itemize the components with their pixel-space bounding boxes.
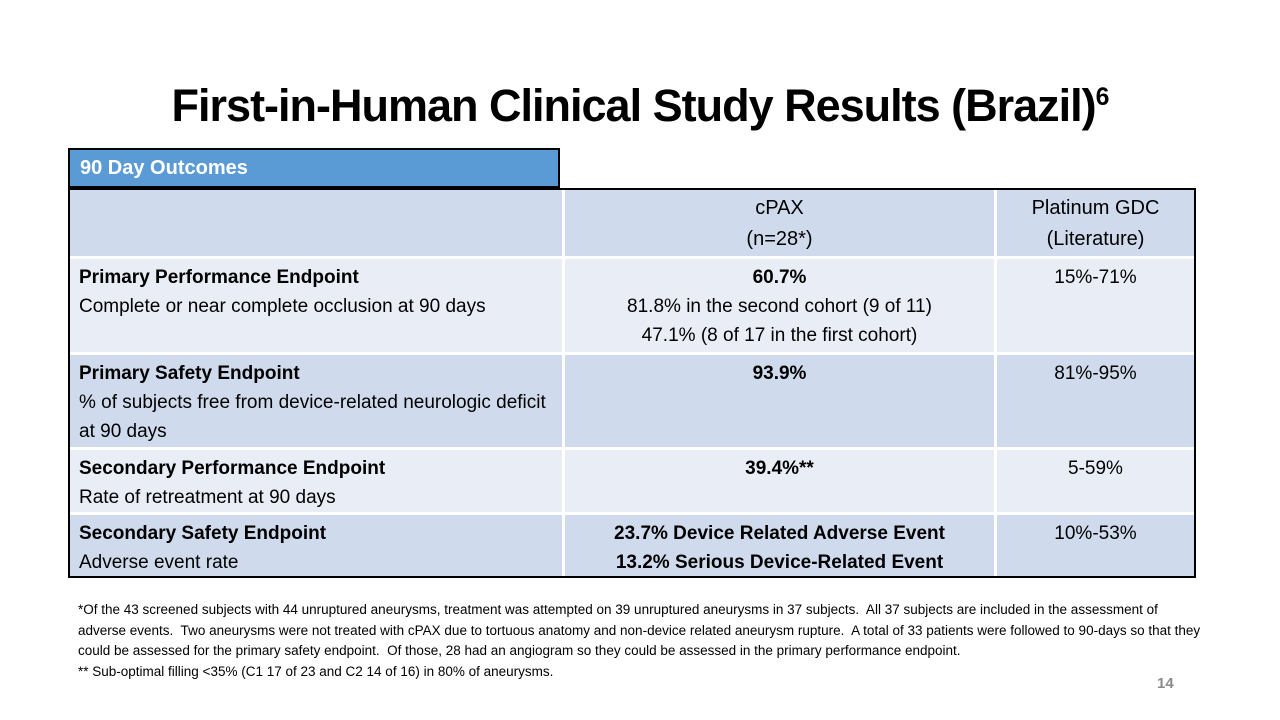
gdc-result-cell-primary-performance: 15%-71% [997,259,1194,352]
gdc-result-cell-secondary-performance: 5-59% [997,450,1194,512]
header-gdc-line1: Platinum GDC [1031,197,1160,219]
cpax-result-line2: 13.2% Serious Device-Related Event [615,552,944,573]
cpax-result-cell-primary-performance: 60.7% 81.8% in the second cohort (9 of 1… [565,259,994,352]
endpoint-cell-primary-safety: Primary Safety Endpoint % of subjects fr… [70,355,562,447]
cpax-result-detail: 47.1% (8 of 17 in the first cohort) [641,325,918,346]
endpoint-description: Rate of retreatment at 90 days [79,487,336,508]
endpoint-cell-secondary-safety: Secondary Safety Endpoint Adverse event … [70,515,562,576]
section-header-90-day-outcomes: 90 Day Outcomes [68,148,560,188]
endpoint-description: Adverse event rate [79,552,239,573]
header-cpax-line1: cPAX [755,197,804,219]
slide-title: First-in-Human Clinical Study Results (B… [0,80,1280,132]
gdc-result-cell-primary-safety: 81%-95% [997,355,1194,447]
slide-title-text: First-in-Human Clinical Study Results (B… [171,80,1097,131]
endpoint-cell-secondary-performance: Secondary Performance Endpoint Rate of r… [70,450,562,512]
endpoint-title: Primary Safety Endpoint [79,363,300,384]
endpoint-title: Primary Performance Endpoint [79,267,359,288]
gdc-result: 5-59% [1068,458,1123,479]
gdc-result: 15%-71% [1054,267,1137,288]
header-cpax-line2: (n=28*) [746,228,813,250]
cpax-result: 39.4%** [745,458,814,479]
cpax-result-cell-secondary-performance: 39.4%** [565,450,994,512]
header-cell-cpax: cPAX (n=28*) [565,190,994,256]
cpax-result: 60.7% [752,267,807,288]
footnote-double-asterisk: ** Sub-optimal filling <35% (C1 17 of 23… [78,663,554,679]
footnotes: *Of the 43 screened subjects with 44 unr… [78,600,1204,682]
header-gdc-line2: (Literature) [1046,228,1145,250]
endpoint-cell-primary-performance: Primary Performance Endpoint Complete or… [70,259,562,352]
cpax-result: 93.9% [752,363,807,384]
endpoint-title: Secondary Performance Endpoint [79,458,386,479]
gdc-result-cell-secondary-safety: 10%-53% [997,515,1194,576]
slide-title-citation: 6 [1095,84,1110,111]
gdc-result: 81%-95% [1054,363,1137,384]
footnote-asterisk: *Of the 43 screened subjects with 44 unr… [78,602,1204,658]
cpax-result-cell-secondary-safety: 23.7% Device Related Adverse Event 13.2%… [565,515,994,576]
cpax-result-detail: 81.8% in the second cohort (9 of 11) [627,296,932,317]
gdc-result: 10%-53% [1054,523,1137,544]
endpoint-title: Secondary Safety Endpoint [79,523,327,544]
cpax-result: 23.7% Device Related Adverse Event [614,523,945,544]
section-header-label: 90 Day Outcomes [80,156,248,179]
page-number: 14 [1157,675,1174,692]
cpax-result-cell-primary-safety: 93.9% [565,355,994,447]
endpoint-description: Complete or near complete occlusion at 9… [79,296,486,317]
results-table: cPAX (n=28*) Platinum GDC (Literature) P… [68,188,1196,578]
results-table-grid: cPAX (n=28*) Platinum GDC (Literature) P… [70,190,1194,576]
endpoint-description: % of subjects free from device-related n… [79,392,546,442]
header-cell-empty [70,190,562,256]
header-cell-platinum-gdc: Platinum GDC (Literature) [997,190,1194,256]
